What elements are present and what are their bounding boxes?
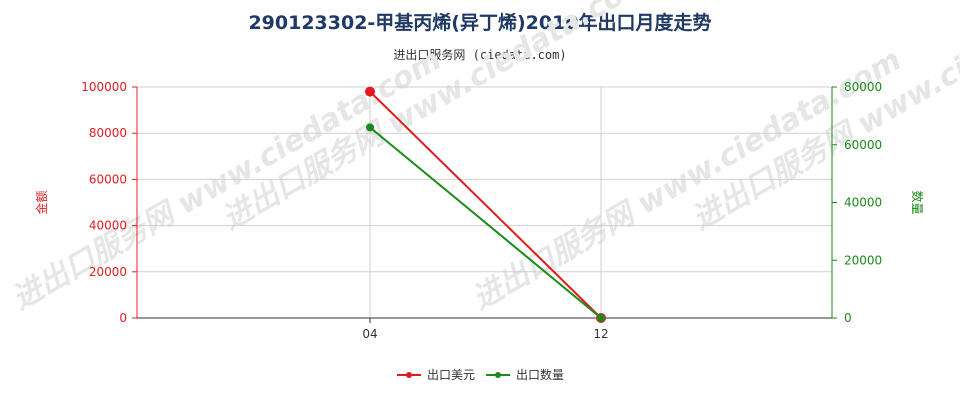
left-axis-tick-label: 60000 [89, 172, 127, 186]
watermark-text: 进出口服务网 www.ciedata.com [217, 0, 658, 237]
right-axis-tick-label: 0 [844, 311, 852, 325]
right-axis-tick-label: 80000 [844, 80, 882, 94]
series-point-2 [597, 314, 605, 322]
right-axis-title: 数量 [910, 190, 925, 214]
legend-swatch-marker [406, 372, 412, 378]
legend-swatch-marker [495, 372, 501, 378]
chart-subtitle: 进出口服务网 (ciedata.com) [393, 48, 567, 62]
chart-title: 290123302-甲基丙烯(异丁烯)2010年出口月度走势 [248, 12, 712, 34]
series-line-1 [369, 90, 602, 319]
series-line-2 [369, 126, 602, 319]
left-axis-tick-label: 20000 [89, 265, 127, 279]
series-point-2 [366, 123, 374, 132]
left-axis-tick-label: 100000 [81, 80, 127, 94]
series-point-1 [365, 86, 375, 97]
left-axis-tick-label: 80000 [89, 126, 127, 140]
left-axis-title: 金额 [34, 190, 49, 214]
right-axis-tick-label: 40000 [844, 196, 882, 210]
right-axis-tick-label: 60000 [844, 138, 882, 152]
right-axis-tick-label: 20000 [844, 253, 882, 267]
x-axis-tick-label: 04 [362, 327, 377, 341]
legend-label: 出口美元 [427, 368, 475, 382]
left-axis-tick-label: 0 [119, 311, 127, 325]
legend-label: 出口数量 [516, 367, 564, 382]
x-axis-tick-label: 12 [593, 327, 608, 341]
left-axis-tick-label: 40000 [89, 219, 127, 233]
